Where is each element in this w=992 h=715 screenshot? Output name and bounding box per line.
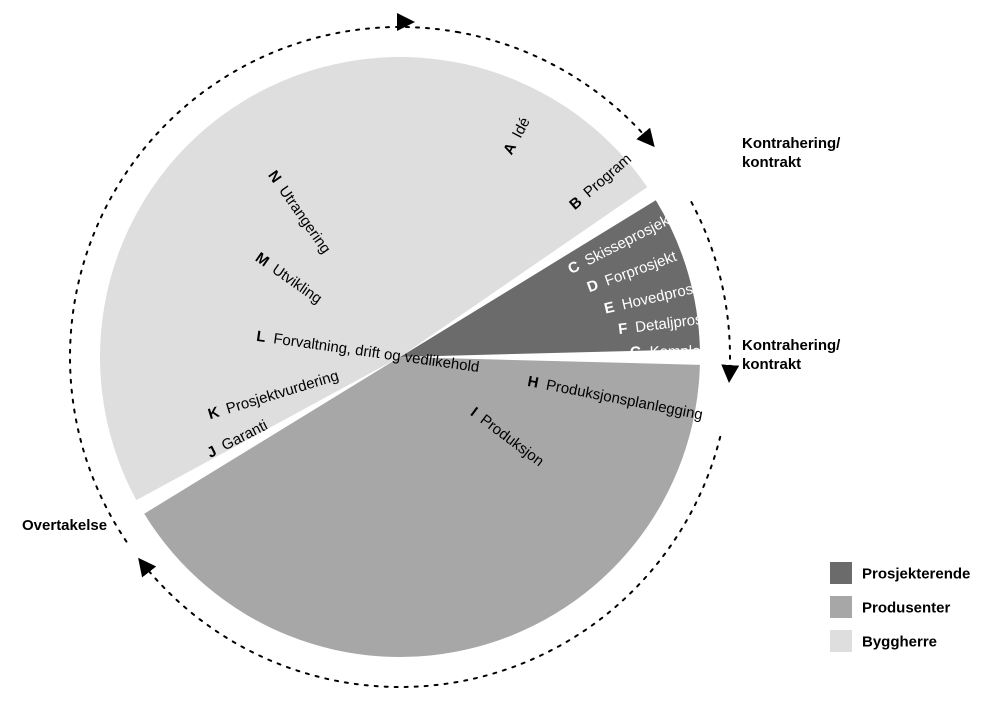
legend-swatch — [830, 562, 852, 584]
legend-swatch — [830, 630, 852, 652]
legend-label: Byggherre — [862, 634, 937, 651]
legend-swatch — [830, 596, 852, 618]
legend-label: Prosjekterende — [862, 566, 970, 583]
phase-letter: G — [630, 344, 642, 361]
phase-label: Komplettering — [649, 342, 742, 361]
legend: Prosjekterende Produsenter Byggherre — [830, 562, 970, 652]
outside-label-kontrakt-top: Kontrahering/kontrakt — [742, 135, 841, 171]
outside-label-kontrakt-right: Kontrahering/kontrakt — [742, 337, 841, 373]
outside-label-overtakelse: Overtakelse — [22, 517, 107, 534]
legend-label: Produsenter — [862, 600, 951, 617]
